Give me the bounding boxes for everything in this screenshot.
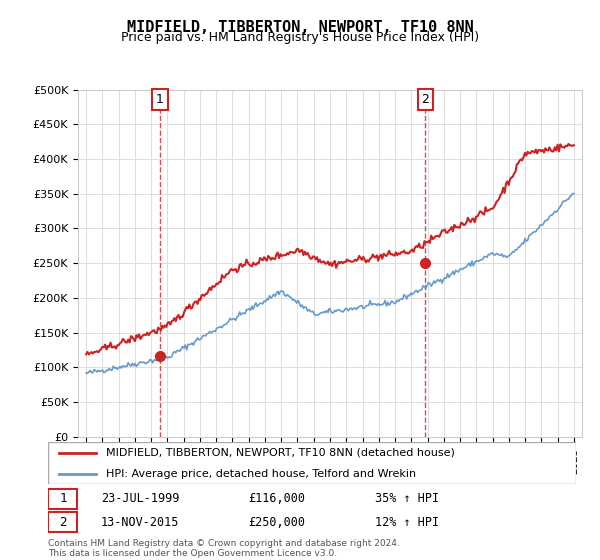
Text: 2: 2 [421, 93, 429, 106]
Text: 1: 1 [59, 492, 67, 505]
Text: 23-JUL-1999: 23-JUL-1999 [101, 492, 179, 505]
Text: 12% ↑ HPI: 12% ↑ HPI [376, 516, 439, 529]
Text: 35% ↑ HPI: 35% ↑ HPI [376, 492, 439, 505]
Text: 2: 2 [59, 516, 67, 529]
Text: MIDFIELD, TIBBERTON, NEWPORT, TF10 8NN (detached house): MIDFIELD, TIBBERTON, NEWPORT, TF10 8NN (… [106, 448, 455, 458]
Text: 1: 1 [156, 93, 164, 106]
Text: £116,000: £116,000 [248, 492, 305, 505]
Text: 13-NOV-2015: 13-NOV-2015 [101, 516, 179, 529]
Text: HPI: Average price, detached house, Telford and Wrekin: HPI: Average price, detached house, Telf… [106, 469, 416, 479]
Text: Contains HM Land Registry data © Crown copyright and database right 2024.
This d: Contains HM Land Registry data © Crown c… [48, 539, 400, 558]
FancyBboxPatch shape [48, 442, 576, 484]
FancyBboxPatch shape [48, 512, 77, 533]
Text: Price paid vs. HM Land Registry's House Price Index (HPI): Price paid vs. HM Land Registry's House … [121, 31, 479, 44]
Text: MIDFIELD, TIBBERTON, NEWPORT, TF10 8NN: MIDFIELD, TIBBERTON, NEWPORT, TF10 8NN [127, 20, 473, 35]
FancyBboxPatch shape [48, 489, 77, 508]
Text: £250,000: £250,000 [248, 516, 305, 529]
